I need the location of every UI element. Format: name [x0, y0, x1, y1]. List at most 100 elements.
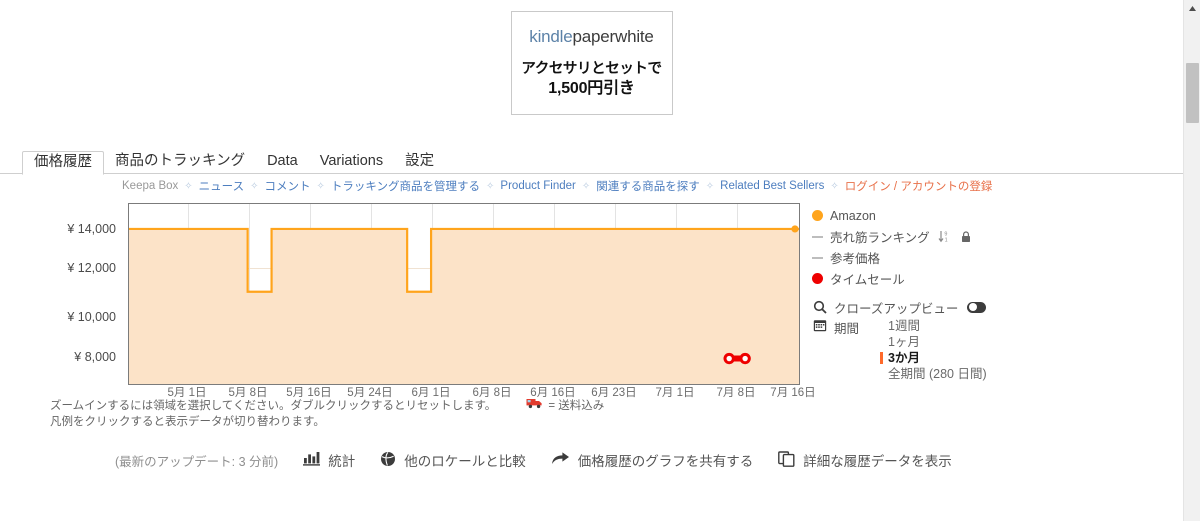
last-updated-label: (最新のアップデート: 3 分前)	[115, 454, 279, 469]
bar-chart-icon	[303, 451, 321, 469]
x-axis-tick-10: 7月 16日	[770, 387, 816, 399]
subnav-link-product-finder[interactable]: Product Finder	[500, 180, 576, 192]
x-axis-tick-0: 5月 1日	[167, 387, 207, 399]
tab-variations[interactable]: Variations	[319, 153, 384, 169]
sub-navigation: Keepa Box ✧ ニュース ✧ コメント ✧ トラッキング商品を管理する …	[0, 178, 1200, 194]
subnav-link-login-register[interactable]: ログイン / アカウントの登録	[844, 181, 993, 193]
svg-text:9: 9	[945, 232, 948, 238]
amazon-price-series	[129, 227, 799, 384]
x-axis-tick-7: 6月 23日	[591, 387, 637, 399]
show-detailed-data-button[interactable]: 詳細な履歴データを表示	[778, 450, 952, 470]
lock-icon[interactable]	[959, 230, 974, 243]
tab-price-history[interactable]: 価格履歴	[22, 151, 104, 175]
subnav-link-comments[interactable]: コメント	[264, 181, 311, 193]
range-option-1week[interactable]: 1週間	[888, 319, 920, 333]
closeup-view-label: クローズアップビュー	[834, 301, 959, 316]
lightning-deal-dot-icon	[812, 273, 823, 284]
y-axis-tick-12000: ¥ 12,000	[67, 261, 116, 275]
truck-icon	[526, 397, 543, 414]
tab-data[interactable]: Data	[267, 153, 298, 169]
subnav-separator-icon: ✧	[830, 180, 839, 192]
subnav-brand: Keepa Box	[122, 180, 179, 192]
legend-tools: クローズアップビュー	[812, 296, 1042, 382]
tab-product-tracking[interactable]: 商品のトラッキング	[115, 153, 246, 169]
statistics-button[interactable]: 統計	[303, 450, 355, 470]
x-axis-tick-6: 6月 16日	[530, 387, 576, 399]
range-label: 期間	[834, 322, 860, 336]
logo-kindle-text: kindle	[529, 27, 573, 47]
range-option-3months[interactable]: 3か月	[880, 350, 987, 366]
shipping-note: = 送料込み	[526, 397, 604, 414]
y-axis-tick-10000: ¥ 10,000	[67, 310, 116, 324]
series-endpoint-dot	[791, 225, 799, 233]
subnav-separator-icon: ✧	[581, 180, 591, 192]
compare-locales-label: 他のロケールと比較	[404, 454, 526, 469]
svg-text:1: 1	[945, 238, 948, 243]
tab-settings[interactable]: 設定	[405, 153, 435, 169]
subnav-separator-icon: ✧	[486, 180, 495, 192]
statistics-label: 統計	[328, 454, 356, 469]
subnav-separator-icon: ✧	[250, 180, 259, 192]
chart-plot-area[interactable]	[128, 203, 800, 385]
y-axis-labels: ¥ 14,000 ¥ 12,000 ¥ 10,000 ¥ 8,000	[0, 203, 122, 385]
closeup-view-toggle[interactable]	[967, 301, 987, 313]
kindle-paperwhite-logo: kindlepaperwhite	[529, 27, 654, 47]
legend-label-sales-rank: 売れ筋ランキング	[830, 231, 930, 245]
x-axis-tick-4: 6月 1日	[411, 387, 451, 399]
scrollbar-thumb[interactable]	[1186, 63, 1199, 123]
subnav-link-news[interactable]: ニュース	[198, 181, 245, 193]
price-history-chart[interactable]: ¥ 14,000 ¥ 12,000 ¥ 10,000 ¥ 8,000	[0, 203, 1183, 399]
shipping-note-text: = 送料込み	[548, 399, 605, 412]
x-axis-tick-3: 5月 24日	[347, 387, 393, 399]
legend-label-list-price: 参考価格	[830, 252, 881, 266]
lightning-deal-marker[interactable]	[129, 204, 799, 384]
subnav-separator-icon: ✧	[316, 180, 325, 192]
chart-footer-toolbar: (最新のアップデート: 3 分前) 統計 他のロケールと比較	[0, 450, 1200, 470]
legend-item-sales-rank[interactable]: 売れ筋ランキング 9 1	[812, 226, 1042, 247]
list-price-dash-icon	[812, 256, 823, 259]
hint-legend-text: 凡例をクリックすると表示データが切り替わります。	[50, 416, 325, 428]
range-options: 1週間 1ヶ月 3か月 全期間 (280 日間)	[880, 318, 987, 382]
magnifier-icon	[812, 300, 827, 314]
scrollbar-up-arrow-icon[interactable]	[1184, 0, 1200, 17]
y-axis-tick-8000: ¥ 8,000	[74, 350, 116, 364]
x-axis-tick-2: 5月 16日	[286, 387, 332, 399]
subnav-link-find-related[interactable]: 関連する商品を探す	[596, 181, 700, 193]
share-graph-label: 価格履歴のグラフを共有する	[577, 454, 754, 469]
show-detailed-data-label: 詳細な履歴データを表示	[803, 454, 952, 469]
closeup-view-row[interactable]: クローズアップビュー	[812, 296, 1042, 318]
promo-banner-area: kindlepaperwhite アクセサリとセットで 1,500円引き	[0, 0, 1183, 115]
legend-item-lightning-deal[interactable]: タイムセール	[812, 268, 1042, 289]
range-option-all[interactable]: 全期間 (280 日間)	[888, 367, 987, 381]
subnav-separator-icon: ✧	[184, 180, 193, 192]
copy-icon	[778, 450, 795, 470]
range-option-1month[interactable]: 1ヶ月	[888, 335, 920, 349]
globe-icon	[380, 451, 396, 470]
page-scrollbar[interactable]	[1183, 0, 1200, 521]
x-axis-tick-8: 7月 1日	[655, 387, 695, 399]
main-tabs-row: 価格履歴 商品のトラッキング Data Variations 設定	[0, 151, 1200, 175]
range-selector: 期間 1週間 1ヶ月 3か月 全期間 (280 日間)	[812, 318, 1042, 382]
tabs-baseline	[0, 173, 1183, 174]
subnav-link-related-best-sellers[interactable]: Related Best Sellers	[720, 180, 825, 192]
legend-item-list-price[interactable]: 参考価格	[812, 247, 1042, 268]
banner-line-2: 1,500円引き	[548, 79, 635, 97]
share-arrow-icon	[551, 451, 570, 469]
legend-label-amazon: Amazon	[830, 208, 876, 223]
subnav-link-manage-tracking[interactable]: トラッキング商品を管理する	[330, 181, 481, 193]
chart-hints: ズームインするには領域を選択してください。ダブルクリックするとリセットします。 …	[0, 397, 1200, 430]
x-axis-tick-9: 7月 8日	[716, 387, 756, 399]
compare-locales-button[interactable]: 他のロケールと比較	[380, 450, 526, 470]
x-axis-tick-1: 5月 8日	[228, 387, 268, 399]
kindle-promo-banner[interactable]: kindlepaperwhite アクセサリとセットで 1,500円引き	[510, 11, 673, 115]
subnav-separator-icon: ✧	[705, 180, 715, 192]
y-axis-tick-14000: ¥ 14,000	[67, 222, 116, 236]
banner-line-1: アクセサリとセットで	[521, 61, 662, 78]
legend-item-amazon[interactable]: Amazon	[812, 205, 1042, 226]
chart-legend: Amazon 売れ筋ランキング 9 1 参考価格	[812, 205, 1042, 382]
hint-zoom-text: ズームインするには領域を選択してください。ダブルクリックするとリセットします。	[50, 399, 497, 412]
sales-rank-dash-icon	[812, 235, 823, 238]
sort-desc-icon[interactable]: 9 1	[937, 230, 952, 243]
amazon-dot-icon	[812, 210, 823, 221]
share-graph-button[interactable]: 価格履歴のグラフを共有する	[551, 450, 754, 470]
